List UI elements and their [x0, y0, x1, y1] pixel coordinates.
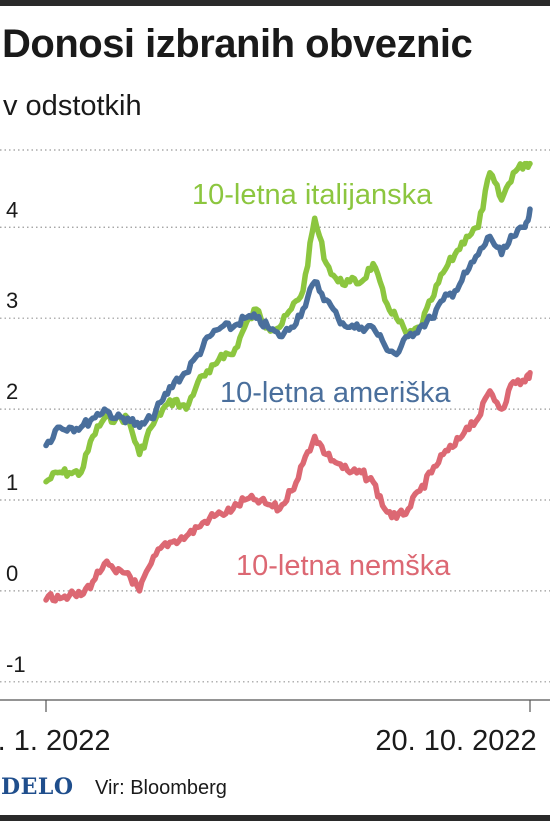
series-label-german: 10-letna nemška	[236, 550, 451, 582]
line-german	[43, 369, 533, 604]
footer: DELO Vir: Bloomberg	[0, 772, 550, 808]
y-tick-label: -1	[6, 652, 26, 677]
brand-logo: DELO	[1, 774, 74, 800]
y-tick-label: 1	[6, 470, 18, 495]
y-tick-label: 2	[6, 379, 18, 404]
x-tick-label: 3. 1. 2022	[0, 725, 111, 757]
chart-subtitle: v odstotkih	[3, 90, 142, 122]
line-italian	[43, 160, 533, 485]
bottom-rule	[0, 815, 550, 821]
y-tick-label: 0	[6, 561, 18, 586]
chart-title: Donosi izbranih obveznic	[2, 22, 473, 66]
series-label-american: 10-letna ameriška	[220, 377, 451, 409]
series-label-italian: 10-letna italijanska	[192, 179, 433, 211]
y-tick-label: 4	[6, 197, 18, 222]
top-rule	[0, 0, 550, 6]
x-tick-label: 20. 10. 2022	[375, 725, 536, 757]
chart: -1 0 1 2 3 4 3. 1. 2022 20. 10. 2022 10-letna it…	[0, 149, 550, 757]
line-american	[43, 206, 533, 449]
source-note: Vir: Bloomberg	[95, 777, 227, 799]
y-tick-label: 3	[6, 288, 18, 313]
